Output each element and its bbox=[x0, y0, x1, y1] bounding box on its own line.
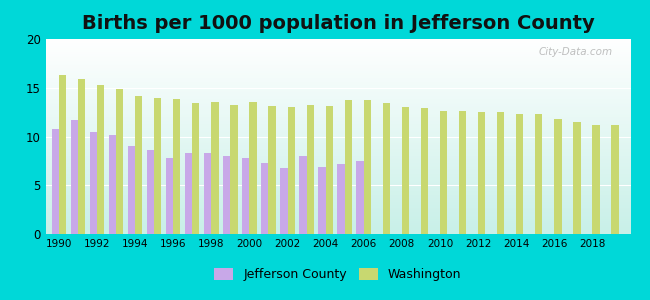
Bar bbox=[223, 156, 230, 234]
Text: City-Data.com: City-Data.com bbox=[539, 47, 613, 57]
Bar bbox=[612, 125, 619, 234]
Bar bbox=[204, 153, 211, 234]
Bar bbox=[268, 106, 276, 234]
Bar bbox=[261, 163, 268, 234]
Bar bbox=[192, 103, 200, 234]
Bar bbox=[154, 98, 161, 234]
Bar bbox=[402, 107, 409, 234]
Bar bbox=[421, 108, 428, 234]
Bar bbox=[307, 105, 314, 234]
Bar bbox=[166, 158, 173, 234]
Bar bbox=[78, 79, 85, 234]
Bar bbox=[97, 85, 104, 234]
Bar bbox=[173, 99, 181, 234]
Bar bbox=[535, 114, 543, 234]
Bar bbox=[51, 129, 59, 234]
Bar bbox=[592, 125, 600, 234]
Bar bbox=[299, 156, 307, 234]
Bar bbox=[116, 89, 124, 234]
Bar bbox=[344, 100, 352, 234]
Bar bbox=[337, 164, 345, 234]
Bar bbox=[90, 132, 97, 234]
Bar bbox=[383, 103, 390, 234]
Bar bbox=[185, 153, 192, 234]
Bar bbox=[147, 150, 154, 234]
Bar bbox=[459, 111, 466, 234]
Legend: Jefferson County, Washington: Jefferson County, Washington bbox=[209, 263, 467, 286]
Bar bbox=[287, 107, 294, 234]
Bar bbox=[356, 161, 364, 234]
Bar bbox=[59, 75, 66, 234]
Bar bbox=[242, 158, 250, 234]
Bar bbox=[109, 134, 116, 234]
Bar bbox=[135, 95, 142, 234]
Bar bbox=[250, 102, 257, 234]
Bar bbox=[326, 106, 333, 234]
Bar bbox=[497, 112, 504, 234]
Bar bbox=[280, 168, 287, 234]
Bar bbox=[554, 119, 562, 234]
Bar bbox=[440, 111, 447, 234]
Bar bbox=[128, 146, 135, 234]
Bar bbox=[71, 120, 78, 234]
Bar bbox=[516, 114, 523, 234]
Bar bbox=[230, 105, 238, 234]
Bar bbox=[211, 102, 218, 234]
Bar bbox=[364, 100, 371, 234]
Bar bbox=[573, 122, 580, 234]
Title: Births per 1000 population in Jefferson County: Births per 1000 population in Jefferson … bbox=[82, 14, 594, 33]
Bar bbox=[478, 112, 486, 234]
Bar bbox=[318, 167, 326, 234]
